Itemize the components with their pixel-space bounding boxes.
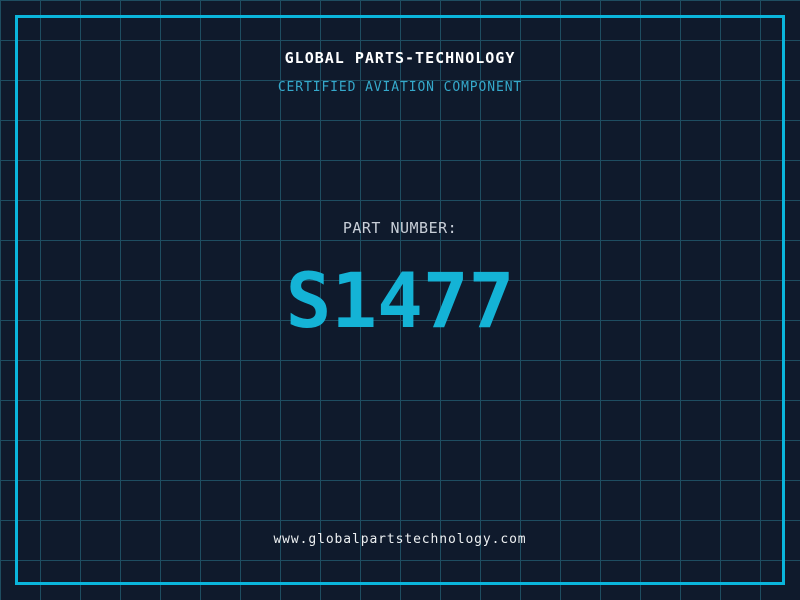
part-number-label: PART NUMBER: bbox=[342, 219, 458, 237]
website-url: www.globalpartstechnology.com bbox=[273, 532, 527, 547]
page-subtitle: CERTIFIED AVIATION COMPONENT bbox=[277, 80, 523, 95]
part-number-value: S1477 bbox=[285, 256, 515, 345]
page-title: GLOBAL PARTS-TECHNOLOGY bbox=[284, 49, 516, 67]
